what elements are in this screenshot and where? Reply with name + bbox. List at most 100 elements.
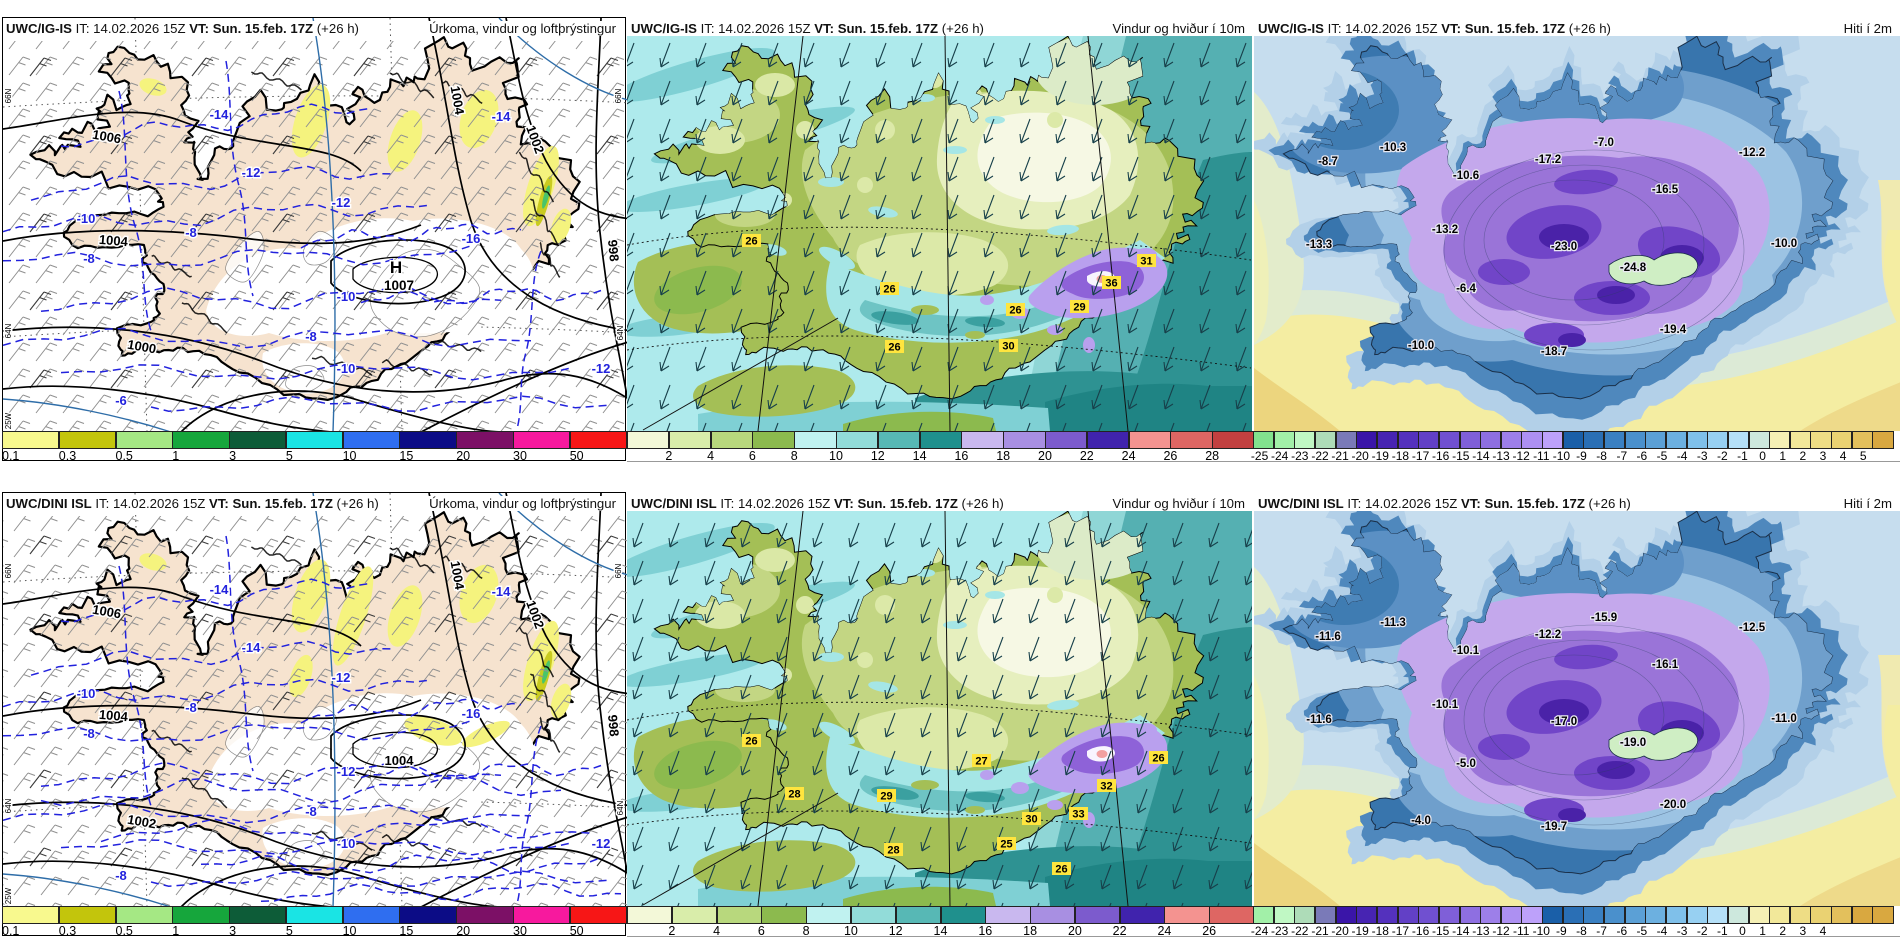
svg-text:-11.6: -11.6 [1315, 631, 1341, 643]
svg-text:-19.0: -19.0 [1619, 737, 1645, 749]
svg-text:1006: 1006 [91, 127, 122, 147]
svg-text:-4.0: -4.0 [1411, 815, 1431, 827]
svg-text:1004: 1004 [98, 232, 129, 250]
svg-text:-12: -12 [332, 670, 351, 685]
svg-text:30: 30 [1002, 341, 1014, 353]
svg-text:1004: 1004 [385, 753, 415, 768]
svg-text:-6: -6 [115, 393, 127, 408]
svg-text:1004: 1004 [448, 560, 468, 592]
svg-text:1004: 1004 [448, 85, 468, 117]
svg-text:64N: 64N [616, 800, 625, 815]
svg-text:26: 26 [745, 236, 757, 248]
svg-text:66N: 66N [4, 563, 13, 578]
svg-text:-8: -8 [185, 700, 197, 715]
svg-text:-15.9: -15.9 [1590, 612, 1616, 624]
svg-text:-8: -8 [185, 225, 197, 240]
svg-text:-8.7: -8.7 [1318, 156, 1338, 168]
svg-text:-12: -12 [592, 836, 611, 851]
svg-text:-20.0: -20.0 [1659, 799, 1685, 811]
svg-text:66N: 66N [614, 88, 623, 103]
svg-text:-12.2: -12.2 [1534, 629, 1560, 641]
svg-text:26: 26 [1055, 864, 1067, 876]
svg-text:-12.2: -12.2 [1738, 147, 1764, 159]
svg-text:25W: 25W [4, 887, 13, 904]
svg-text:-6.4: -6.4 [1456, 283, 1476, 295]
svg-text:-10.1: -10.1 [1431, 699, 1458, 711]
svg-text:-7.0: -7.0 [1594, 137, 1614, 149]
svg-text:-10.0: -10.0 [1407, 340, 1433, 352]
svg-text:-8: -8 [115, 868, 127, 883]
svg-text:1004: 1004 [98, 707, 129, 725]
svg-text:H: H [390, 258, 402, 277]
svg-text:-14: -14 [242, 640, 262, 655]
svg-text:-8: -8 [305, 329, 317, 344]
svg-text:-18.7: -18.7 [1540, 346, 1566, 358]
svg-text:-19.7: -19.7 [1540, 821, 1566, 833]
svg-text:-14: -14 [492, 584, 512, 599]
svg-text:-10.1: -10.1 [1452, 645, 1479, 657]
svg-text:-5.0: -5.0 [1456, 758, 1476, 770]
svg-text:-14: -14 [210, 107, 230, 122]
svg-text:26: 26 [888, 342, 900, 354]
svg-text:-10.6: -10.6 [1452, 170, 1478, 182]
svg-text:-12.5: -12.5 [1738, 622, 1765, 634]
svg-text:-16.5: -16.5 [1651, 184, 1678, 196]
svg-text:26: 26 [883, 284, 895, 296]
svg-text:29: 29 [880, 791, 892, 803]
svg-text:-12: -12 [592, 361, 611, 376]
svg-text:-24.8: -24.8 [1619, 262, 1646, 274]
svg-text:-10: -10 [77, 686, 96, 701]
svg-text:-19.4: -19.4 [1659, 324, 1686, 336]
svg-text:29: 29 [1073, 302, 1085, 314]
svg-text:-12: -12 [242, 165, 261, 180]
svg-text:66N: 66N [614, 563, 623, 578]
svg-text:-10: -10 [337, 836, 356, 851]
svg-text:-10.0: -10.0 [1770, 238, 1796, 250]
svg-text:-16: -16 [462, 231, 481, 246]
svg-text:-13.2: -13.2 [1431, 224, 1457, 236]
svg-text:-16: -16 [462, 706, 481, 721]
svg-text:-11.3: -11.3 [1380, 617, 1406, 629]
svg-text:-12: -12 [337, 764, 356, 779]
svg-text:-14: -14 [210, 582, 230, 597]
svg-text:1007: 1007 [384, 278, 414, 293]
svg-text:-23.0: -23.0 [1550, 241, 1576, 253]
svg-text:28: 28 [887, 845, 899, 857]
svg-text:26: 26 [1152, 753, 1164, 765]
svg-text:-10: -10 [77, 211, 96, 226]
svg-text:31: 31 [1140, 256, 1152, 268]
svg-text:36: 36 [1105, 278, 1117, 290]
svg-text:32: 32 [1100, 781, 1112, 793]
svg-text:-10: -10 [337, 289, 356, 304]
svg-text:1000: 1000 [126, 337, 157, 357]
svg-text:-14: -14 [492, 109, 512, 124]
svg-text:26: 26 [1009, 305, 1021, 317]
svg-text:64N: 64N [4, 798, 13, 813]
svg-text:-11.6: -11.6 [1306, 714, 1332, 726]
svg-text:-8: -8 [83, 726, 95, 741]
svg-text:1002: 1002 [126, 812, 157, 832]
svg-text:25: 25 [1000, 839, 1012, 851]
svg-text:-16.1: -16.1 [1651, 659, 1678, 671]
svg-text:-17.2: -17.2 [1534, 154, 1560, 166]
svg-text:-10: -10 [337, 361, 356, 376]
svg-text:998: 998 [605, 714, 622, 737]
svg-text:-8: -8 [83, 251, 95, 266]
svg-text:-17.0: -17.0 [1550, 716, 1576, 728]
svg-text:998: 998 [605, 239, 622, 262]
svg-text:27: 27 [975, 756, 987, 768]
svg-text:64N: 64N [616, 325, 625, 340]
svg-text:-10.3: -10.3 [1379, 142, 1405, 154]
svg-text:64N: 64N [4, 323, 13, 338]
svg-text:26: 26 [745, 736, 757, 748]
svg-text:-13.3: -13.3 [1305, 239, 1331, 251]
svg-text:28: 28 [788, 789, 800, 801]
svg-text:25W: 25W [4, 412, 13, 429]
svg-text:-11.0: -11.0 [1771, 713, 1797, 725]
svg-text:66N: 66N [4, 88, 13, 103]
svg-text:30: 30 [1025, 814, 1037, 826]
svg-text:-8: -8 [305, 804, 317, 819]
svg-text:33: 33 [1072, 809, 1084, 821]
svg-text:-12: -12 [332, 195, 351, 210]
svg-text:1006: 1006 [91, 602, 122, 622]
